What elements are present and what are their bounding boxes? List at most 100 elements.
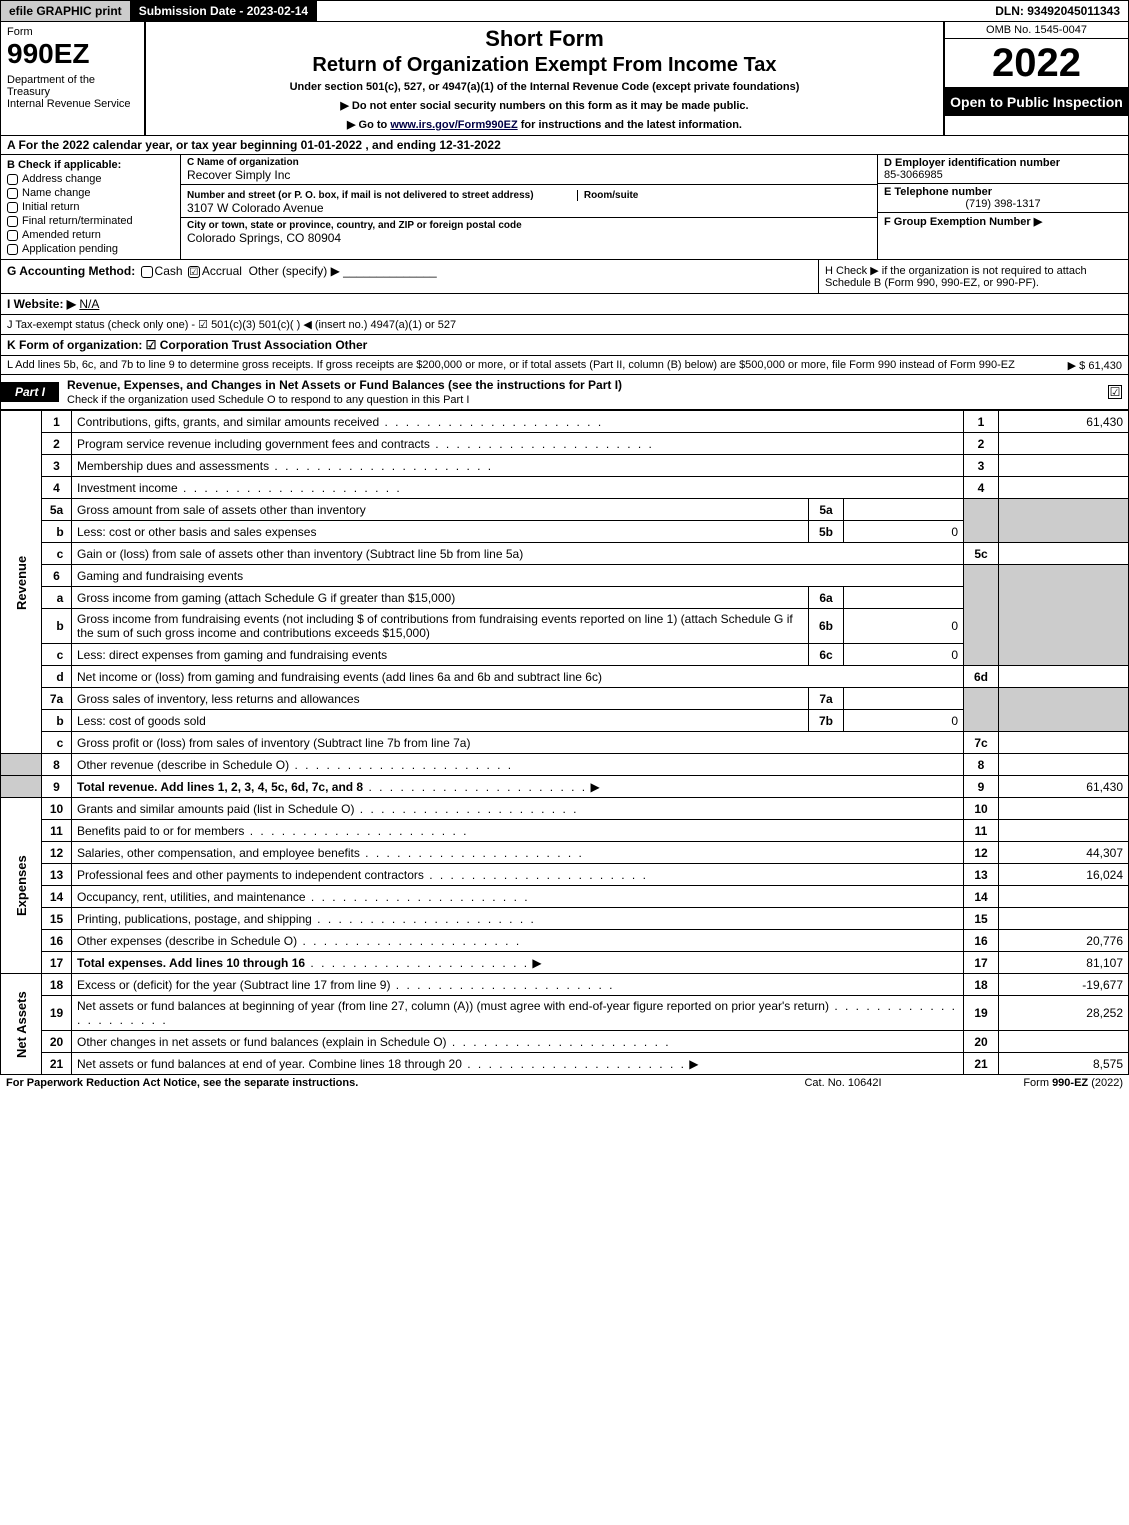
e-label: E Telephone number xyxy=(884,186,1122,198)
ln16-n: 16 xyxy=(42,930,72,952)
c-street-label: Number and street (or P. O. box, if mail… xyxy=(187,190,534,201)
ln6c-d: Less: direct expenses from gaming and fu… xyxy=(72,644,809,666)
ln21-v: 8,575 xyxy=(999,1053,1129,1075)
side-expenses: Expenses xyxy=(1,798,42,974)
ln14-d: Occupancy, rent, utilities, and maintena… xyxy=(77,890,306,904)
cb-label-3: Final return/terminated xyxy=(22,215,133,227)
ln13-n: 13 xyxy=(42,864,72,886)
ln6b-mn: 6b xyxy=(809,609,844,644)
l-val: ▶ $ 61,430 xyxy=(1068,359,1122,372)
ln5a-mn: 5a xyxy=(809,499,844,521)
section-k: K Form of organization: ☑ Corporation Tr… xyxy=(0,335,1129,356)
instr2-pre: ▶ Go to xyxy=(347,119,390,131)
f-label: F Group Exemption Number ▶ xyxy=(884,215,1122,228)
ln16-v: 20,776 xyxy=(999,930,1129,952)
ln7c-num: 7c xyxy=(964,732,999,754)
ln6d-n: d xyxy=(42,666,72,688)
ln5b-mv: 0 xyxy=(844,521,964,543)
ln10-d: Grants and similar amounts paid (list in… xyxy=(77,802,354,816)
ln11-v xyxy=(999,820,1129,842)
ln20-d: Other changes in net assets or fund bala… xyxy=(77,1035,447,1049)
part1-title-text: Revenue, Expenses, and Changes in Net As… xyxy=(67,378,622,392)
section-de: D Employer identification number 85-3066… xyxy=(878,155,1128,259)
instruction-1: ▶ Do not enter social security numbers o… xyxy=(154,99,935,112)
ln15-num: 15 xyxy=(964,908,999,930)
ln6-n: 6 xyxy=(42,565,72,587)
ln10-n: 10 xyxy=(42,798,72,820)
g-accrual: Accrual xyxy=(202,264,242,278)
cb-label-5: Application pending xyxy=(22,243,118,255)
cb-label-2: Initial return xyxy=(22,201,79,213)
ln18-num: 18 xyxy=(964,974,999,996)
irs-link[interactable]: www.irs.gov/Form990EZ xyxy=(390,119,517,131)
part1-bar: Part I Revenue, Expenses, and Changes in… xyxy=(0,375,1129,410)
ln9-d: Total revenue. Add lines 1, 2, 3, 4, 5c,… xyxy=(77,780,363,794)
cb-accrual[interactable]: ☑ xyxy=(188,266,200,278)
ln8-d: Other revenue (describe in Schedule O) xyxy=(77,758,289,772)
part1-checkbox[interactable]: ☑ xyxy=(1108,385,1122,399)
form-header: Form 990EZ Department of the Treasury In… xyxy=(0,22,1129,136)
cb-initial-return[interactable] xyxy=(7,202,18,213)
ln19-n: 19 xyxy=(42,996,72,1031)
ln4-num: 4 xyxy=(964,477,999,499)
ln7c-d: Gross profit or (loss) from sales of inv… xyxy=(72,732,964,754)
ln5b-n: b xyxy=(42,521,72,543)
ln7b-mn: 7b xyxy=(809,710,844,732)
form-word: Form xyxy=(7,26,138,38)
ln15-n: 15 xyxy=(42,908,72,930)
c-name-label: C Name of organization xyxy=(187,157,871,168)
section-j: J Tax-exempt status (check only one) - ☑… xyxy=(0,315,1129,335)
part1-title: Revenue, Expenses, and Changes in Net As… xyxy=(59,375,1108,409)
ln14-n: 14 xyxy=(42,886,72,908)
ln4-d: Investment income xyxy=(77,481,178,495)
cb-final-return[interactable] xyxy=(7,216,18,227)
ein: 85-3066985 xyxy=(884,169,1122,181)
cb-address-change[interactable] xyxy=(7,174,18,185)
ln6d-v xyxy=(999,666,1129,688)
part1-subtitle: Check if the organization used Schedule … xyxy=(67,394,469,406)
g-other: Other (specify) ▶ xyxy=(249,264,340,278)
ln13-v: 16,024 xyxy=(999,864,1129,886)
ln5c-num: 5c xyxy=(964,543,999,565)
efile-label[interactable]: efile GRAPHIC print xyxy=(1,1,131,21)
ln16-num: 16 xyxy=(964,930,999,952)
ln12-v: 44,307 xyxy=(999,842,1129,864)
ln21-n: 21 xyxy=(42,1053,72,1075)
ln17-v: 81,107 xyxy=(999,952,1129,974)
ln19-num: 19 xyxy=(964,996,999,1031)
ln3-num: 3 xyxy=(964,455,999,477)
org-city: Colorado Springs, CO 80904 xyxy=(187,231,871,245)
part1-table: Revenue 1 Contributions, gifts, grants, … xyxy=(0,410,1129,1075)
ln6b-mv: 0 xyxy=(844,609,964,644)
ln4-n: 4 xyxy=(42,477,72,499)
ln10-num: 10 xyxy=(964,798,999,820)
cb-application-pending[interactable] xyxy=(7,244,18,255)
footer-left: For Paperwork Reduction Act Notice, see … xyxy=(6,1077,743,1089)
ln7b-mv: 0 xyxy=(844,710,964,732)
ln9-num: 9 xyxy=(964,776,999,798)
ln10-v xyxy=(999,798,1129,820)
org-street: 3107 W Colorado Avenue xyxy=(187,201,871,215)
ln1-v: 61,430 xyxy=(999,411,1129,433)
ln2-num: 2 xyxy=(964,433,999,455)
ln12-n: 12 xyxy=(42,842,72,864)
ln6-d: Gaming and fundraising events xyxy=(72,565,964,587)
website: N/A xyxy=(79,297,99,311)
ln6b-d: Gross income from fundraising events (no… xyxy=(72,609,809,644)
ln20-v xyxy=(999,1031,1129,1053)
l-text: L Add lines 5b, 6c, and 7b to line 9 to … xyxy=(7,359,1015,371)
c-city-label: City or town, state or province, country… xyxy=(187,220,871,231)
ln4-v xyxy=(999,477,1129,499)
cb-name-change[interactable] xyxy=(7,188,18,199)
dln: DLN: 93492045011343 xyxy=(987,1,1128,21)
org-name: Recover Simply Inc xyxy=(187,168,871,182)
cb-amended-return[interactable] xyxy=(7,230,18,241)
ln3-v xyxy=(999,455,1129,477)
ln15-d: Printing, publications, postage, and shi… xyxy=(77,912,312,926)
ln5c-d: Gain or (loss) from sale of assets other… xyxy=(77,547,523,561)
cb-cash[interactable] xyxy=(141,266,153,278)
short-form-title: Short Form xyxy=(154,26,935,52)
section-g: G Accounting Method: Cash ☑Accrual Other… xyxy=(1,260,818,293)
ln18-n: 18 xyxy=(42,974,72,996)
ln20-n: 20 xyxy=(42,1031,72,1053)
